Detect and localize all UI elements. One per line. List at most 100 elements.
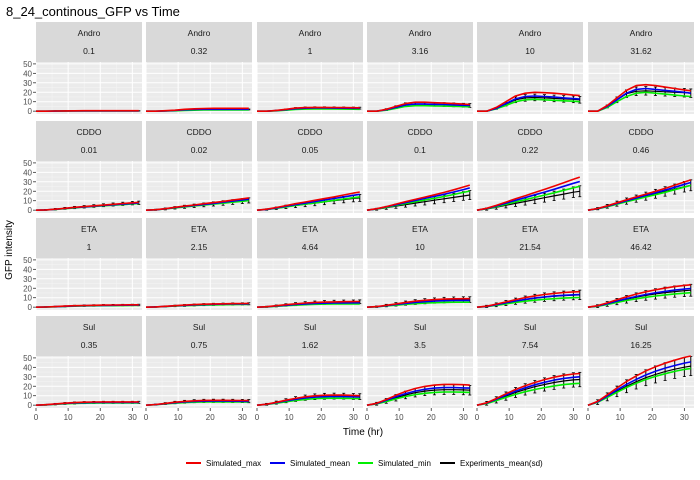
facet-dose-label: 0.1 [414, 145, 426, 155]
facet-panel: Andro 0.32 [145, 22, 252, 114]
y-tick-label: 0 [28, 206, 33, 215]
y-tick-label: 20 [23, 187, 32, 196]
facet-dose-label: 0.35 [81, 340, 98, 350]
y-tick-label: 30 [23, 275, 32, 284]
x-tick-label: 10 [285, 413, 294, 422]
y-tick-label: 0 [28, 303, 33, 312]
facet-drug-label: Andro [409, 28, 432, 38]
facet-drug-label: CDDO [628, 127, 653, 137]
y-tick-label: 10 [23, 294, 32, 303]
series-line-simulated-min [587, 367, 691, 406]
facet-panel: Sul 7.54 0 10 20 30 [475, 316, 583, 422]
y-tick-label: 30 [23, 373, 32, 382]
series-line-simulated-max [366, 383, 470, 406]
facet-strip [588, 22, 694, 62]
legend-label-mean: Simulated_mean [290, 459, 350, 468]
facet-dose-label: 10 [415, 242, 425, 252]
legend-label-exp: Experiments_mean(sd) [460, 459, 543, 468]
y-tick-label: 40 [23, 265, 32, 274]
y-tick-label: 40 [23, 168, 32, 177]
x-tick-label: 0 [34, 413, 39, 422]
panel-grid: Andro0.101020304050Andro0.32Andro1Andro3… [23, 22, 694, 422]
panel-background [36, 356, 142, 408]
facet-drug-label: Andro [630, 28, 653, 38]
x-tick-label: 20 [427, 413, 436, 422]
x-tick-label: 10 [616, 413, 625, 422]
series-line-simulated-max [477, 91, 580, 112]
facet-dose-label: 0.32 [191, 46, 208, 56]
x-tick-label: 0 [586, 413, 591, 422]
facet-strip [257, 218, 363, 258]
panel-background [257, 62, 363, 114]
series-line-simulated-max [35, 303, 139, 308]
facet-strip [588, 316, 694, 356]
facet-strip [477, 121, 583, 161]
facet-strip [257, 316, 363, 356]
facet-panel: Andro 3.16 [366, 22, 473, 114]
facet-dose-label: 1 [308, 46, 313, 56]
facet-panel: Sul 3.5 0 10 20 30 [365, 316, 473, 422]
facet-dose-label: 1 [87, 242, 92, 252]
facet-dose-label: 1.62 [302, 340, 319, 350]
series-line-simulated-max [35, 201, 139, 211]
x-tick-label: 30 [569, 413, 578, 422]
facet-dose-label: 2.15 [191, 242, 208, 252]
y-tick-label: 0 [28, 401, 33, 410]
facet-drug-label: CDDO [297, 127, 322, 137]
panel-background [146, 62, 252, 114]
facet-strip [477, 22, 583, 62]
panel-background [477, 161, 583, 213]
y-tick-label: 10 [23, 98, 32, 107]
facet-drug-label: CDDO [76, 127, 101, 137]
facet-dose-label: 31.62 [630, 46, 652, 56]
facet-dose-label: 0.46 [633, 145, 650, 155]
x-tick-label: 10 [505, 413, 514, 422]
y-tick-label: 20 [23, 382, 32, 391]
y-tick-label: 10 [23, 197, 32, 206]
x-tick-label: 20 [206, 413, 215, 422]
legend: Simulated_max Simulated_mean Simulated_m… [186, 459, 543, 468]
facet-strip [367, 218, 473, 258]
series-line-simulated-max [35, 401, 139, 406]
legend-item: Simulated_min [358, 459, 431, 468]
facet-drug-label: CDDO [186, 127, 211, 137]
facet-drug-label: ETA [81, 224, 97, 234]
facet-dose-label: 16.25 [630, 340, 652, 350]
facet-drug-label: ETA [412, 224, 428, 234]
facet-panel: Sul 0.75 0 10 20 30 [144, 316, 252, 422]
series-line-simulated-min [366, 391, 470, 406]
facet-strip [367, 22, 473, 62]
facet-dose-label: 21.54 [519, 242, 541, 252]
facet-dose-label: 0.75 [191, 340, 208, 350]
panel-background [588, 258, 694, 310]
facet-dose-label: 0.1 [83, 46, 95, 56]
series-line-simulated-max [256, 300, 360, 308]
facet-strip [257, 22, 363, 62]
panel-background [367, 161, 473, 213]
facet-drug-label: ETA [302, 224, 318, 234]
facet-dose-label: 3.5 [414, 340, 426, 350]
facet-strip [36, 22, 142, 62]
x-tick-label: 0 [475, 413, 480, 422]
facet-drug-label: CDDO [517, 127, 542, 137]
series-line-simulated-min [476, 382, 580, 406]
y-tick-label: 0 [28, 107, 33, 116]
facet-dose-label: 4.64 [302, 242, 319, 252]
y-tick-label: 50 [23, 60, 32, 69]
series-line-simulated-max [36, 109, 139, 112]
facet-drug-label: Andro [78, 28, 101, 38]
panel-background [257, 161, 363, 213]
series-line-simulated-max [366, 184, 471, 211]
facet-dose-label: 0.05 [302, 145, 319, 155]
series-line-simulated-max [145, 302, 249, 308]
facet-strip [146, 316, 252, 356]
series-line-simulated-max [367, 101, 470, 112]
facet-dose-label: 0.01 [81, 145, 98, 155]
series-line-simulated-mean [587, 361, 691, 406]
panel-background [146, 258, 252, 310]
legend-label-min: Simulated_min [378, 459, 431, 468]
facet-strip [367, 121, 473, 161]
y-tick-label: 30 [23, 178, 32, 187]
